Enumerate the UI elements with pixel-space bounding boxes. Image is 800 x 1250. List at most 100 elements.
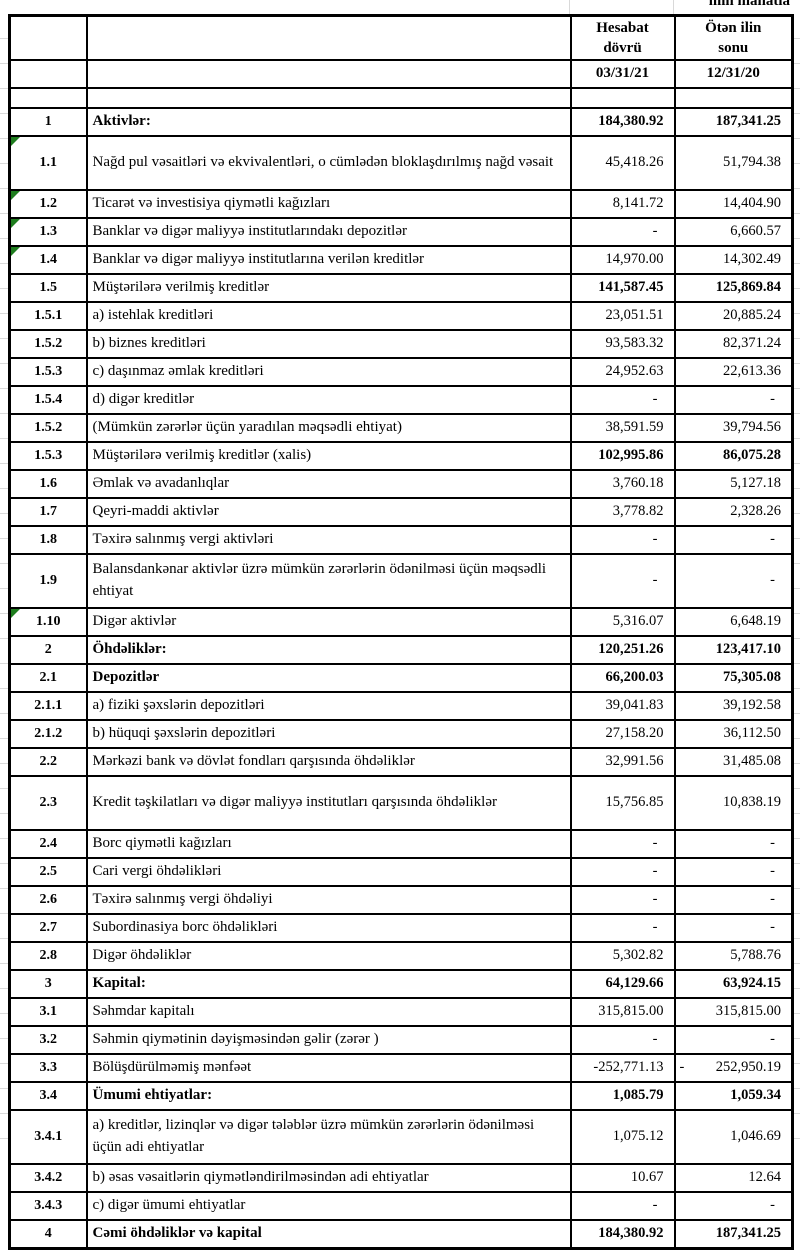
current-period-cell[interactable]: 5,316.07 bbox=[569, 607, 676, 637]
current-period-cell[interactable]: 27,158.20 bbox=[569, 719, 676, 749]
prior-period-cell[interactable]: - bbox=[673, 829, 794, 859]
prior-period-cell[interactable]: 10,838.19 bbox=[673, 775, 794, 831]
current-period-cell[interactable]: 1,085.79 bbox=[569, 1081, 676, 1111]
spacer-cell[interactable] bbox=[8, 87, 88, 109]
prior-period-cell[interactable]: 14,404.90 bbox=[673, 189, 794, 219]
date-empty-cell[interactable] bbox=[85, 59, 572, 89]
description-cell[interactable]: Nağd pul vəsaitləri və ekvivalentləri, o… bbox=[85, 135, 572, 191]
row-number-cell[interactable]: 2.6 bbox=[8, 885, 88, 915]
current-period-cell[interactable]: 141,587.45 bbox=[569, 273, 676, 303]
description-cell[interactable]: Ticarət və investisiya qiymətli kağızlar… bbox=[85, 189, 572, 219]
current-period-cell[interactable]: -252,771.13 bbox=[569, 1053, 676, 1083]
row-number-cell[interactable]: 1.10 bbox=[8, 607, 88, 637]
row-number-cell[interactable]: 1.5.3 bbox=[8, 357, 88, 387]
row-number-cell[interactable]: 1.5.2 bbox=[8, 413, 88, 443]
description-cell[interactable]: Öhdəliklər: bbox=[85, 635, 572, 665]
current-period-cell[interactable]: 64,129.66 bbox=[569, 969, 676, 999]
description-cell[interactable]: Kapital: bbox=[85, 969, 572, 999]
row-number-cell[interactable]: 1.7 bbox=[8, 497, 88, 527]
prior-period-cell[interactable]: 1,046.69 bbox=[673, 1109, 794, 1165]
description-cell[interactable]: a) istehlak kreditləri bbox=[85, 301, 572, 331]
current-period-cell[interactable]: - bbox=[569, 913, 676, 943]
prior-period-cell[interactable]: 39,192.58 bbox=[673, 691, 794, 721]
prior-period-cell[interactable]: 51,794.38 bbox=[673, 135, 794, 191]
current-period-cell[interactable]: 15,756.85 bbox=[569, 775, 676, 831]
prior-period-cell[interactable]: 22,613.36 bbox=[673, 357, 794, 387]
current-period-cell[interactable]: - bbox=[569, 1025, 676, 1055]
prior-period-cell[interactable]: 315,815.00 bbox=[673, 997, 794, 1027]
current-period-date-cell[interactable]: 03/31/21 bbox=[569, 59, 676, 89]
row-number-cell[interactable]: 1.5.4 bbox=[8, 385, 88, 415]
row-number-cell[interactable]: 2.8 bbox=[8, 941, 88, 971]
description-cell[interactable]: (Mümkün zərərlər üçün yaradılan məqsədli… bbox=[85, 413, 572, 443]
description-cell[interactable]: Banklar və digər maliyyə institutlarında… bbox=[85, 217, 572, 247]
current-period-cell[interactable]: 184,380.92 bbox=[569, 1219, 676, 1250]
prior-period-cell[interactable]: - bbox=[673, 857, 794, 887]
current-period-cell[interactable]: 315,815.00 bbox=[569, 997, 676, 1027]
description-cell[interactable]: Təxirə salınmış vergi öhdəliyi bbox=[85, 885, 572, 915]
row-number-cell[interactable]: 1.1 bbox=[8, 135, 88, 191]
spacer-cell[interactable] bbox=[85, 87, 572, 109]
row-number-cell[interactable]: 4 bbox=[8, 1219, 88, 1250]
row-number-cell[interactable]: 1.8 bbox=[8, 525, 88, 555]
row-number-cell[interactable]: 2.1.1 bbox=[8, 691, 88, 721]
row-number-cell[interactable]: 1.6 bbox=[8, 469, 88, 499]
prior-period-cell[interactable]: 75,305.08 bbox=[673, 663, 794, 693]
row-number-cell[interactable]: 3.4.2 bbox=[8, 1163, 88, 1193]
prior-period-cell[interactable]: - bbox=[673, 553, 794, 609]
prior-period-cell[interactable]: 14,302.49 bbox=[673, 245, 794, 275]
prior-period-cell[interactable]: 6,660.57 bbox=[673, 217, 794, 247]
current-period-cell[interactable]: 24,952.63 bbox=[569, 357, 676, 387]
description-cell[interactable]: Müştərilərə verilmiş kreditlər (xalis) bbox=[85, 441, 572, 471]
description-cell[interactable]: b) biznes kreditləri bbox=[85, 329, 572, 359]
prior-period-cell[interactable]: 1,059.34 bbox=[673, 1081, 794, 1111]
current-period-cell[interactable]: - bbox=[569, 553, 676, 609]
current-period-cell[interactable]: 93,583.32 bbox=[569, 329, 676, 359]
description-cell[interactable]: Kredit təşkilatları və digər maliyyə ins… bbox=[85, 775, 572, 831]
description-cell[interactable]: Ümumi ehtiyatlar: bbox=[85, 1081, 572, 1111]
description-cell[interactable]: Balansdankənar aktivlər üzrə mümkün zərə… bbox=[85, 553, 572, 609]
row-number-cell[interactable]: 1.5.1 bbox=[8, 301, 88, 331]
prior-period-cell[interactable]: - bbox=[673, 885, 794, 915]
row-number-cell[interactable]: 1.3 bbox=[8, 217, 88, 247]
prior-period-date-cell[interactable]: 12/31/20 bbox=[673, 59, 794, 89]
prior-period-cell[interactable]: - bbox=[673, 1191, 794, 1221]
spacer-cell[interactable] bbox=[673, 87, 794, 109]
row-number-cell[interactable]: 3.4.1 bbox=[8, 1109, 88, 1165]
description-cell[interactable]: b) əsas vəsaitlərin qiymətləndirilməsind… bbox=[85, 1163, 572, 1193]
row-number-cell[interactable]: 2.1.2 bbox=[8, 719, 88, 749]
prior-period-cell[interactable]: 5,127.18 bbox=[673, 469, 794, 499]
prior-period-cell[interactable]: 6,648.19 bbox=[673, 607, 794, 637]
description-cell[interactable]: Subordinasiya borc öhdəlikləri bbox=[85, 913, 572, 943]
description-cell[interactable]: Əmlak və avadanlıqlar bbox=[85, 469, 572, 499]
current-period-cell[interactable]: 3,760.18 bbox=[569, 469, 676, 499]
description-cell[interactable]: Depozitlər bbox=[85, 663, 572, 693]
current-period-cell[interactable]: 1,075.12 bbox=[569, 1109, 676, 1165]
row-number-cell[interactable]: 2.2 bbox=[8, 747, 88, 777]
prior-period-cell[interactable]: 123,417.10 bbox=[673, 635, 794, 665]
current-period-cell[interactable]: - bbox=[569, 1191, 676, 1221]
current-period-cell[interactable]: 5,302.82 bbox=[569, 941, 676, 971]
current-period-cell[interactable]: - bbox=[569, 525, 676, 555]
row-number-cell[interactable]: 1.5.2 bbox=[8, 329, 88, 359]
current-period-cell[interactable]: - bbox=[569, 857, 676, 887]
prior-period-cell[interactable]: 125,869.84 bbox=[673, 273, 794, 303]
prior-period-cell[interactable]: 12.64 bbox=[673, 1163, 794, 1193]
row-number-cell[interactable]: 1.5.3 bbox=[8, 441, 88, 471]
current-period-cell[interactable]: 23,051.51 bbox=[569, 301, 676, 331]
description-cell[interactable]: a) kreditlər, lizinqlər və digər tələblə… bbox=[85, 1109, 572, 1165]
row-number-cell[interactable]: 1.5 bbox=[8, 273, 88, 303]
current-period-cell[interactable]: 38,591.59 bbox=[569, 413, 676, 443]
prior-period-cell[interactable]: 2,328.26 bbox=[673, 497, 794, 527]
row-number-cell[interactable]: 1.9 bbox=[8, 553, 88, 609]
current-period-cell[interactable]: 66,200.03 bbox=[569, 663, 676, 693]
prior-period-cell[interactable]: 39,794.56 bbox=[673, 413, 794, 443]
current-period-cell[interactable]: 32,991.56 bbox=[569, 747, 676, 777]
prior-period-cell[interactable]: 20,885.24 bbox=[673, 301, 794, 331]
current-period-cell[interactable]: - bbox=[569, 385, 676, 415]
current-period-cell[interactable]: - bbox=[569, 217, 676, 247]
description-cell[interactable]: Səhmin qiymətinin dəyişməsindən gəlir (z… bbox=[85, 1025, 572, 1055]
row-number-cell[interactable]: 2.1 bbox=[8, 663, 88, 693]
prior-period-cell[interactable]: 36,112.50 bbox=[673, 719, 794, 749]
current-period-cell[interactable]: 10.67 bbox=[569, 1163, 676, 1193]
